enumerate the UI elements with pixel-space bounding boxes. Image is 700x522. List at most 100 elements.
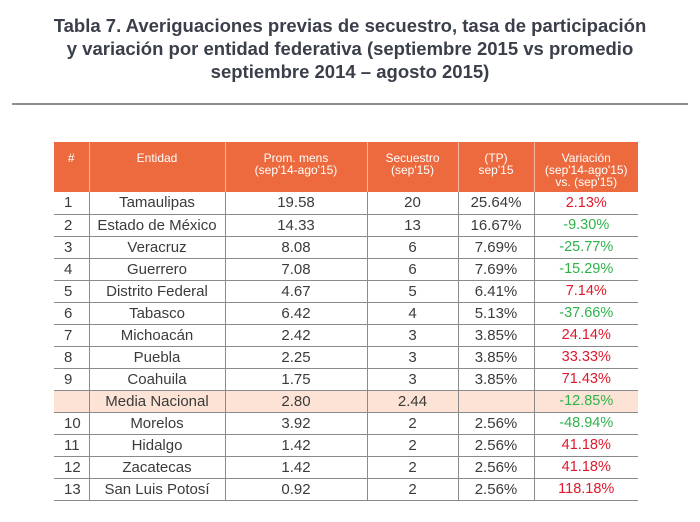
cell-num: 2 [54, 214, 90, 237]
cell-num: 3 [54, 236, 90, 259]
table-row: 13 San Luis Potosí 0.92 2 2.56% 118.18% [54, 478, 638, 501]
cell-variacion: -25.77% [534, 236, 638, 259]
cell-entidad: Morelos [89, 412, 226, 435]
cell-tp: 25.64% [458, 192, 535, 215]
cell-variacion: 41.18% [534, 456, 638, 479]
cell-secuestro: 3 [367, 324, 459, 347]
cell-tp: 5.13% [458, 302, 535, 325]
cell-tp: 2.56% [458, 412, 535, 435]
table-row: 4 Guerrero 7.08 6 7.69% -15.29% [54, 258, 638, 281]
cell-tp: 7.69% [458, 258, 535, 281]
cell-prom-mens: 4.67 [225, 280, 368, 303]
cell-prom-mens: 0.92 [225, 478, 368, 501]
table-row: 1 Tamaulipas 19.58 20 25.64% 2.13% [54, 192, 638, 215]
header-row: # Entidad Prom. mens (sep'14-ago'15) Sec… [54, 142, 638, 192]
cell-entidad: Tamaulipas [89, 192, 226, 215]
cell-secuestro: 2 [367, 412, 459, 435]
table-row: 7 Michoacán 2.42 3 3.85% 24.14% [54, 324, 638, 347]
header-entidad: Entidad [89, 142, 226, 192]
cell-tp: 2.56% [458, 434, 535, 457]
header-secuestro: Secuestro (sep'15) [367, 142, 459, 192]
cell-secuestro: 2.44 [367, 390, 459, 413]
cell-entidad: Puebla [89, 346, 226, 369]
cell-num [54, 390, 90, 413]
table-row: 2 Estado de México 14.33 13 16.67% -9.30% [54, 214, 638, 237]
cell-variacion: 118.18% [534, 478, 638, 501]
cell-entidad: Veracruz [89, 236, 226, 259]
cell-num: 10 [54, 412, 90, 435]
cell-tp: 2.56% [458, 456, 535, 479]
cell-prom-mens: 2.80 [225, 390, 368, 413]
cell-num: 13 [54, 478, 90, 501]
cell-secuestro: 4 [367, 302, 459, 325]
header-tp: (TP) sep'15 [458, 142, 535, 192]
cell-variacion: 24.14% [534, 324, 638, 347]
cell-secuestro: 6 [367, 236, 459, 259]
cell-prom-mens: 2.25 [225, 346, 368, 369]
cell-variacion: 71.43% [534, 368, 638, 391]
cell-num: 12 [54, 456, 90, 479]
cell-prom-mens: 8.08 [225, 236, 368, 259]
cell-secuestro: 2 [367, 434, 459, 457]
cell-prom-mens: 1.75 [225, 368, 368, 391]
title-line-1: Tabla 7. Averiguaciones previas de secue… [53, 15, 647, 36]
cell-variacion: -15.29% [534, 258, 638, 281]
table-row: 6 Tabasco 6.42 4 5.13% -37.66% [54, 302, 638, 325]
cell-prom-mens: 6.42 [225, 302, 368, 325]
title-line-2: y variación por entidad federativa (sept… [66, 38, 634, 59]
cell-prom-mens: 1.42 [225, 456, 368, 479]
table-row: 8 Puebla 2.25 3 3.85% 33.33% [54, 346, 638, 369]
cell-variacion: 2.13% [534, 192, 638, 215]
cell-prom-mens: 19.58 [225, 192, 368, 215]
cell-entidad: Media Nacional [89, 390, 226, 413]
cell-prom-mens: 1.42 [225, 434, 368, 457]
cell-num: 1 [54, 192, 90, 215]
cell-secuestro: 2 [367, 478, 459, 501]
cell-secuestro: 13 [367, 214, 459, 237]
cell-variacion: -37.66% [534, 302, 638, 325]
cell-num: 7 [54, 324, 90, 347]
cell-prom-mens: 2.42 [225, 324, 368, 347]
table-row: 12 Zacatecas 1.42 2 2.56% 41.18% [54, 456, 638, 479]
cell-tp: 3.85% [458, 346, 535, 369]
cell-entidad: Tabasco [89, 302, 226, 325]
cell-secuestro: 2 [367, 456, 459, 479]
cell-variacion: -48.94% [534, 412, 638, 435]
cell-tp: 3.85% [458, 324, 535, 347]
header-num: # [54, 142, 90, 192]
cell-variacion: -9.30% [534, 214, 638, 237]
cell-tp [458, 390, 535, 413]
cell-tp: 2.56% [458, 478, 535, 501]
cell-secuestro: 6 [367, 258, 459, 281]
cell-entidad: Distrito Federal [89, 280, 226, 303]
cell-entidad: Hidalgo [89, 434, 226, 457]
cell-num: 8 [54, 346, 90, 369]
cell-tp: 7.69% [458, 236, 535, 259]
cell-variacion: 41.18% [534, 434, 638, 457]
cell-tp: 6.41% [458, 280, 535, 303]
table-row-media-nacional: Media Nacional 2.80 2.44 -12.85% [54, 390, 638, 413]
cell-secuestro: 20 [367, 192, 459, 215]
cell-tp: 16.67% [458, 214, 535, 237]
table-row: 9 Coahuila 1.75 3 3.85% 71.43% [54, 368, 638, 391]
cell-entidad: Guerrero [89, 258, 226, 281]
table-title: Tabla 7. Averiguaciones previas de secue… [20, 14, 680, 83]
table-body: 1 Tamaulipas 19.58 20 25.64% 2.13% 2 Estado de … [54, 192, 638, 501]
cell-variacion: -12.85% [534, 390, 638, 413]
cell-secuestro: 3 [367, 346, 459, 369]
cell-entidad: Coahuila [89, 368, 226, 391]
cell-num: 11 [54, 434, 90, 457]
cell-num: 5 [54, 280, 90, 303]
cell-secuestro: 5 [367, 280, 459, 303]
table-row: 10 Morelos 3.92 2 2.56% -48.94% [54, 412, 638, 435]
cell-num: 6 [54, 302, 90, 325]
cell-tp: 3.85% [458, 368, 535, 391]
table-row: 11 Hidalgo 1.42 2 2.56% 41.18% [54, 434, 638, 457]
cell-entidad: Estado de México [89, 214, 226, 237]
cell-entidad: San Luis Potosí [89, 478, 226, 501]
cell-entidad: Michoacán [89, 324, 226, 347]
cell-variacion: 7.14% [534, 280, 638, 303]
header-variacion: Variación (sep'14-ago'15) vs. (sep'15) [534, 142, 638, 192]
cell-secuestro: 3 [367, 368, 459, 391]
table-row: 3 Veracruz 8.08 6 7.69% -25.77% [54, 236, 638, 259]
